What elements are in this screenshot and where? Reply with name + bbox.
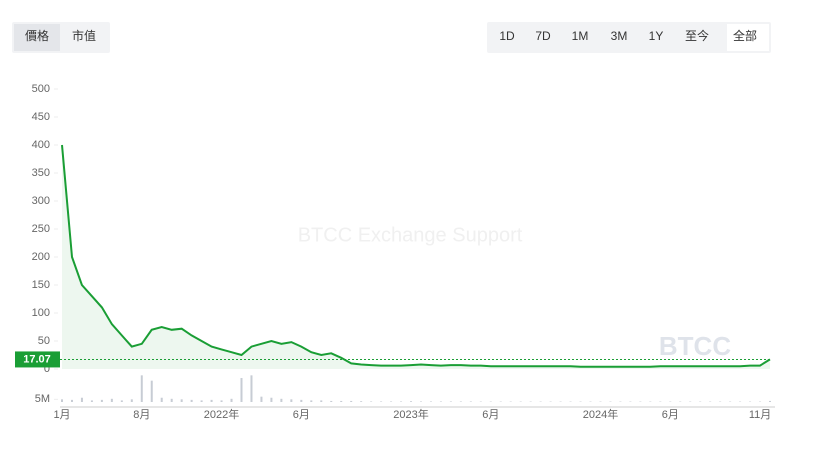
range-button[interactable]: 1M [572, 29, 589, 43]
x-tick-label: 8月 [133, 409, 150, 421]
volume-bar [290, 399, 292, 402]
volume-bar [320, 400, 322, 402]
volume-bar [201, 400, 203, 402]
volume-bar [440, 401, 442, 402]
volume-bar [769, 401, 771, 402]
y-tick-label: 100 [32, 307, 50, 319]
volume-bar [330, 401, 332, 402]
y-tick-label: 150 [32, 279, 50, 291]
volume-bar [151, 381, 153, 402]
volume-bar [260, 397, 262, 402]
volume-bar [141, 375, 143, 402]
logo: BTCC [659, 331, 731, 361]
volume-bar [280, 399, 282, 402]
x-tick-label: 2022年 [204, 407, 239, 421]
range-button[interactable]: 3M [611, 29, 628, 43]
last-price-label: 17.07 [23, 353, 51, 365]
volume-bar [181, 399, 183, 402]
volume-bar [470, 401, 472, 402]
volume-bar [191, 400, 193, 402]
x-tick-label: 2023年 [393, 407, 428, 421]
y-tick-label: 350 [32, 167, 50, 179]
volume-bar [360, 401, 362, 402]
y-tick-label: 300 [32, 195, 50, 207]
volume-bar [270, 398, 272, 402]
volume-bar [420, 401, 422, 402]
y-tick-label: 500 [32, 83, 50, 95]
x-tick-label: 6月 [482, 409, 499, 421]
volume-bar [460, 401, 462, 402]
volume-bar [250, 375, 252, 402]
range-button[interactable]: 1D [499, 29, 515, 43]
volume-bar [340, 401, 342, 402]
tab[interactable]: 市值 [72, 28, 96, 43]
volume-bar [71, 400, 73, 402]
volume-bar [61, 399, 63, 402]
volume-bar [221, 400, 223, 402]
y-tick-label: 250 [32, 223, 50, 235]
volume-bar [450, 401, 452, 402]
y-tick-label: 400 [32, 139, 50, 151]
volume-bar [81, 398, 83, 402]
range-button[interactable]: 7D [535, 29, 551, 43]
volume-bar [111, 399, 113, 402]
watermark: BTCC Exchange Support [298, 224, 523, 246]
x-tick-label: 6月 [662, 409, 679, 421]
volume-bar [300, 400, 302, 402]
x-tick-label: 11月 [749, 409, 771, 421]
range-button[interactable]: 至今 [685, 28, 709, 43]
volume-bar [91, 400, 93, 402]
volume-bar [410, 401, 412, 402]
volume-bar [350, 401, 352, 402]
volume-bar [370, 401, 372, 402]
y-tick-label: 450 [32, 111, 50, 123]
range-button[interactable]: 全部 [733, 28, 757, 43]
volume-bar [380, 401, 382, 402]
volume-bar [231, 399, 233, 402]
y-tick-label: 200 [32, 251, 50, 263]
volume-bar [390, 401, 392, 402]
volume-tick-label: 5M [35, 393, 50, 405]
x-tick-label: 2024年 [583, 407, 618, 421]
volume-bar [171, 399, 173, 402]
x-tick-label: 6月 [293, 409, 310, 421]
y-tick-label: 50 [38, 335, 50, 347]
volume-bar [211, 400, 213, 402]
volume-bar [310, 400, 312, 402]
volume-bar [240, 378, 242, 402]
x-tick-label: 1月 [53, 409, 70, 421]
volume-bar [101, 400, 103, 402]
tab[interactable]: 價格 [25, 28, 49, 43]
volume-bar [121, 400, 123, 402]
volume-bar [131, 399, 133, 402]
volume-bar [161, 398, 163, 402]
range-button[interactable]: 1Y [649, 29, 664, 43]
volume-bar [400, 401, 402, 402]
volume-bar [430, 401, 432, 402]
